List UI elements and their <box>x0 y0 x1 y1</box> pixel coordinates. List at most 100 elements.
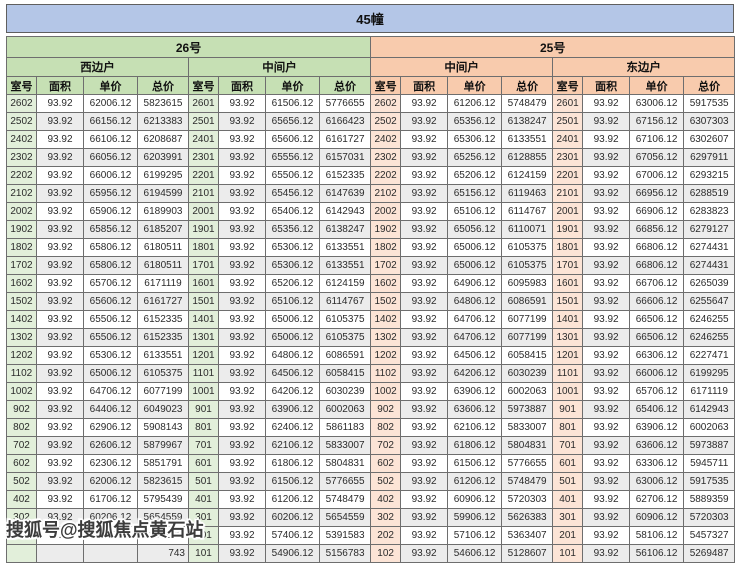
total-price-cell: 6161727 <box>318 130 372 149</box>
total-price-cell: 6128855 <box>501 148 554 167</box>
room-number-cell: 2601 <box>188 94 219 113</box>
room-number-cell: 2001 <box>188 202 219 221</box>
unit-price-cell: 65656.12 <box>265 112 320 131</box>
room-number-cell: 2101 <box>188 184 219 203</box>
area-cell: 93.92 <box>400 202 449 221</box>
area-cell: 93.92 <box>218 166 266 185</box>
room-number-cell: 2602 <box>6 94 37 113</box>
area-cell: 93.92 <box>400 400 449 419</box>
room-number-cell: 2002 <box>6 202 37 221</box>
room-number-cell: 301 <box>552 508 584 527</box>
unit-price-cell: 65806.12 <box>83 256 138 275</box>
area-cell: 93.92 <box>582 436 631 455</box>
area-cell: 93.92 <box>582 184 631 203</box>
area-cell: 93.92 <box>582 310 631 329</box>
room-number-cell: 1302 <box>370 328 402 347</box>
unit-price-cell: 66806.12 <box>629 238 685 257</box>
unit-price-cell: 54906.12 <box>265 544 320 563</box>
room-number-cell: 701 <box>552 436 584 455</box>
total-price-cell: 6288519 <box>683 184 736 203</box>
room-number-cell: 2302 <box>370 148 402 167</box>
total-price-cell: 5720303 <box>683 508 736 527</box>
room-number-cell: 1502 <box>6 292 37 311</box>
total-price-cell: 6086591 <box>318 346 372 365</box>
total-price-cell: 6142943 <box>683 400 736 419</box>
area-cell: 93.92 <box>218 472 266 491</box>
unit-price-cell: 65006.12 <box>447 238 503 257</box>
area-cell: 93.92 <box>400 256 449 275</box>
unit-price-cell: 65606.12 <box>83 292 138 311</box>
total-price-cell: 6189903 <box>137 202 189 221</box>
room-number-cell: 2601 <box>552 94 584 113</box>
room-number-cell: 102 <box>370 544 402 563</box>
unit-price-cell: 61206.12 <box>447 472 503 491</box>
room-number-cell: 2102 <box>370 184 402 203</box>
total-price-cell: 6246255 <box>683 310 736 329</box>
area-cell: 93.92 <box>218 508 266 527</box>
room-number-cell: 1101 <box>188 364 219 383</box>
area-cell: 93.92 <box>582 94 631 113</box>
room-number-cell: 802 <box>370 418 402 437</box>
total-price-cell: 6133551 <box>501 130 554 149</box>
total-price-cell: 6227471 <box>683 346 736 365</box>
total-price-cell: 6185207 <box>137 220 189 239</box>
area-cell: 93.92 <box>218 544 266 563</box>
unit-price-cell: 65506.12 <box>83 310 138 329</box>
unit-price-cell: 65006.12 <box>265 328 320 347</box>
total-price-cell: 5879967 <box>137 436 189 455</box>
total-price-cell: 6133551 <box>137 346 189 365</box>
area-cell: 93.92 <box>218 400 266 419</box>
room-number-cell: 502 <box>370 472 402 491</box>
column-header-total-price: 总价 <box>318 76 372 95</box>
unit-price-cell: 66306.12 <box>629 346 685 365</box>
area-cell: 93.92 <box>400 508 449 527</box>
room-number-cell: 2301 <box>552 148 584 167</box>
area-cell: 93.92 <box>218 490 266 509</box>
room-number-cell: 601 <box>552 454 584 473</box>
unit-26-header: 26号 <box>5 36 372 58</box>
room-number-cell: 1602 <box>370 274 402 293</box>
table-row: 402 93.92 61706.12 5795439 401 93.92 61206.12 5… <box>6 490 736 509</box>
area-cell: 93.92 <box>400 454 449 473</box>
room-number-cell: 2002 <box>370 202 402 221</box>
table-row: 2302 93.92 66056.12 6203991 2301 93.92 65556.1… <box>6 148 736 167</box>
room-number-cell: 2401 <box>552 130 584 149</box>
table-row: 2102 93.92 65956.12 6194599 2101 93.92 65456.1… <box>6 184 736 203</box>
total-price-cell: 6058415 <box>501 346 554 365</box>
unit-price-cell: 62906.12 <box>83 418 138 437</box>
total-price-cell: 5945711 <box>683 454 736 473</box>
area-cell: 93.92 <box>582 220 631 239</box>
room-number-cell: 1402 <box>6 310 37 329</box>
room-number-cell: 901 <box>552 400 584 419</box>
area-cell: 93.92 <box>582 130 631 149</box>
room-number-cell: 402 <box>370 490 402 509</box>
unit-price-cell: 63906.12 <box>265 400 320 419</box>
total-price-cell: 6199295 <box>683 364 736 383</box>
room-number-cell: 502 <box>6 472 37 491</box>
unit-price-cell: 67106.12 <box>629 130 685 149</box>
total-price-cell: 5823615 <box>137 472 189 491</box>
area-cell: 93.92 <box>400 292 449 311</box>
total-price-cell: 5457327 <box>683 526 736 545</box>
unit-price-cell: 62006.12 <box>83 94 138 113</box>
page: 45幢 26号 25号 西边户 中间户 中间户 东边户 室号 面积 单价 总价 室号 面积… <box>5 4 736 563</box>
area-cell: 93.92 <box>582 112 631 131</box>
area-cell: 93.92 <box>400 310 449 329</box>
unit-price-cell: 65356.12 <box>265 220 320 239</box>
area-cell: 93.92 <box>582 382 631 401</box>
middle-unit-26-header: 中间户 <box>187 57 372 77</box>
room-number-cell: 1601 <box>188 274 219 293</box>
area-cell: 93.92 <box>582 418 631 437</box>
area-cell: 93.92 <box>218 202 266 221</box>
area-cell: 93.92 <box>582 148 631 167</box>
room-number-cell: 1601 <box>552 274 584 293</box>
unit-price-cell: 64906.12 <box>447 274 503 293</box>
unit-price-cell: 63906.12 <box>629 418 685 437</box>
unit-price-cell: 64506.12 <box>265 364 320 383</box>
total-price-cell: 6002063 <box>501 382 554 401</box>
room-number-cell: 1802 <box>6 238 37 257</box>
unit-price-cell: 65306.12 <box>83 346 138 365</box>
area-cell: 93.92 <box>582 256 631 275</box>
area-cell: 93.92 <box>218 454 266 473</box>
unit-price-cell: 65906.12 <box>83 202 138 221</box>
